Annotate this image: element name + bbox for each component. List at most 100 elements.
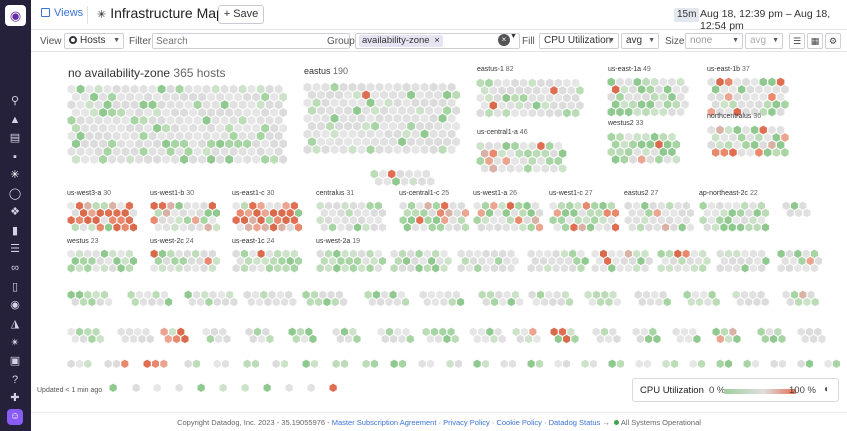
host-hex[interactable]: [193, 130, 203, 142]
host-hex[interactable]: [175, 215, 184, 225]
host-hex[interactable]: [527, 249, 536, 259]
host-hex[interactable]: [79, 222, 88, 233]
host-hex[interactable]: [746, 147, 755, 158]
notebooks-icon[interactable]: ▯: [11, 281, 19, 293]
host-hex[interactable]: [667, 132, 677, 142]
host-hex[interactable]: [447, 113, 457, 124]
host-hex[interactable]: [644, 222, 654, 233]
host-hex[interactable]: [143, 290, 152, 300]
host-hex[interactable]: [493, 108, 502, 118]
host-hex[interactable]: [541, 148, 550, 159]
host-hex[interactable]: [404, 169, 414, 179]
host-hex[interactable]: [112, 256, 121, 266]
host-hex[interactable]: [229, 297, 238, 307]
host-hex[interactable]: [384, 82, 393, 93]
host-hex[interactable]: [773, 327, 782, 337]
host-hex[interactable]: [157, 99, 166, 110]
host-hex[interactable]: [759, 125, 768, 135]
host-hex[interactable]: [161, 91, 171, 103]
host-hex[interactable]: [188, 154, 198, 165]
host-hex[interactable]: [720, 327, 729, 337]
host-hex[interactable]: [637, 99, 646, 110]
host-hex[interactable]: [327, 290, 336, 300]
host-hex[interactable]: [806, 256, 815, 266]
host-hex[interactable]: [699, 290, 708, 300]
host-hex[interactable]: [720, 132, 729, 143]
host-hex[interactable]: [535, 359, 544, 369]
host-hex[interactable]: [489, 334, 499, 344]
host-hex[interactable]: [603, 256, 612, 266]
host-hex[interactable]: [150, 249, 159, 259]
host-hex[interactable]: [415, 215, 424, 225]
host-hex[interactable]: [206, 154, 216, 165]
host-hex[interactable]: [549, 100, 559, 111]
host-hex[interactable]: [433, 136, 443, 147]
host-hex[interactable]: [813, 327, 822, 337]
host-hex[interactable]: [253, 327, 262, 337]
host-hex[interactable]: [480, 100, 489, 111]
host-hex[interactable]: [423, 263, 432, 273]
host-hex[interactable]: [166, 84, 175, 95]
host-hex[interactable]: [215, 107, 225, 118]
host-hex[interactable]: [310, 290, 319, 300]
host-hex[interactable]: [527, 222, 536, 233]
host-hex[interactable]: [332, 249, 341, 259]
host-hex[interactable]: [724, 201, 733, 211]
host-hex[interactable]: [341, 263, 350, 273]
host-hex[interactable]: [380, 290, 389, 300]
host-hex[interactable]: [211, 146, 221, 157]
host-hex[interactable]: [98, 154, 108, 165]
host-hex[interactable]: [130, 130, 139, 142]
host-hex[interactable]: [365, 201, 375, 211]
host-hex[interactable]: [159, 359, 168, 369]
host-hex[interactable]: [527, 263, 536, 273]
host-hex[interactable]: [798, 201, 807, 211]
host-hex[interactable]: [691, 290, 700, 300]
host-hex[interactable]: [393, 113, 402, 124]
host-hex[interactable]: [426, 334, 435, 344]
host-hex[interactable]: [361, 89, 371, 101]
host-hex[interactable]: [672, 84, 681, 95]
host-hex[interactable]: [478, 290, 487, 300]
host-hex[interactable]: [332, 327, 341, 337]
host-hex[interactable]: [218, 327, 227, 337]
host-hex[interactable]: [616, 263, 625, 273]
host-hex[interactable]: [554, 156, 563, 166]
host-hex[interactable]: [676, 334, 685, 344]
host-hex[interactable]: [303, 113, 312, 124]
host-hex[interactable]: [500, 359, 509, 369]
host-hex[interactable]: [419, 222, 429, 233]
group-chip[interactable]: availability-zone ×: [359, 35, 443, 47]
host-hex[interactable]: [260, 107, 270, 118]
host-hex[interactable]: [316, 89, 326, 101]
host-hex[interactable]: [444, 208, 453, 218]
host-hex[interactable]: [152, 107, 162, 118]
host-hex[interactable]: [336, 222, 346, 233]
host-hex[interactable]: [562, 359, 571, 369]
host-hex[interactable]: [339, 82, 348, 93]
host-hex[interactable]: [375, 82, 384, 93]
host-hex[interactable]: [339, 297, 348, 307]
host-hex[interactable]: [377, 327, 386, 337]
host-hex[interactable]: [477, 256, 487, 266]
host-hex[interactable]: [378, 256, 387, 266]
host-hex[interactable]: [175, 99, 184, 110]
host-hex[interactable]: [419, 256, 428, 266]
close-icon[interactable]: ×: [434, 35, 440, 46]
host-hex[interactable]: [259, 290, 268, 300]
host-hex[interactable]: [438, 327, 447, 337]
host-hex[interactable]: [549, 163, 559, 174]
host-hex[interactable]: [192, 359, 201, 369]
host-hex[interactable]: [686, 222, 695, 233]
host-hex[interactable]: [431, 297, 440, 307]
host-hex[interactable]: [278, 123, 288, 134]
host-hex[interactable]: [514, 201, 523, 211]
host-hex[interactable]: [624, 77, 633, 87]
host-hex[interactable]: [125, 154, 135, 165]
host-hex[interactable]: [265, 99, 275, 110]
host-hex[interactable]: [343, 105, 353, 116]
host-hex[interactable]: [554, 141, 563, 151]
host-hex[interactable]: [447, 327, 456, 337]
host-hex[interactable]: [245, 327, 254, 337]
host-hex[interactable]: [396, 169, 405, 179]
